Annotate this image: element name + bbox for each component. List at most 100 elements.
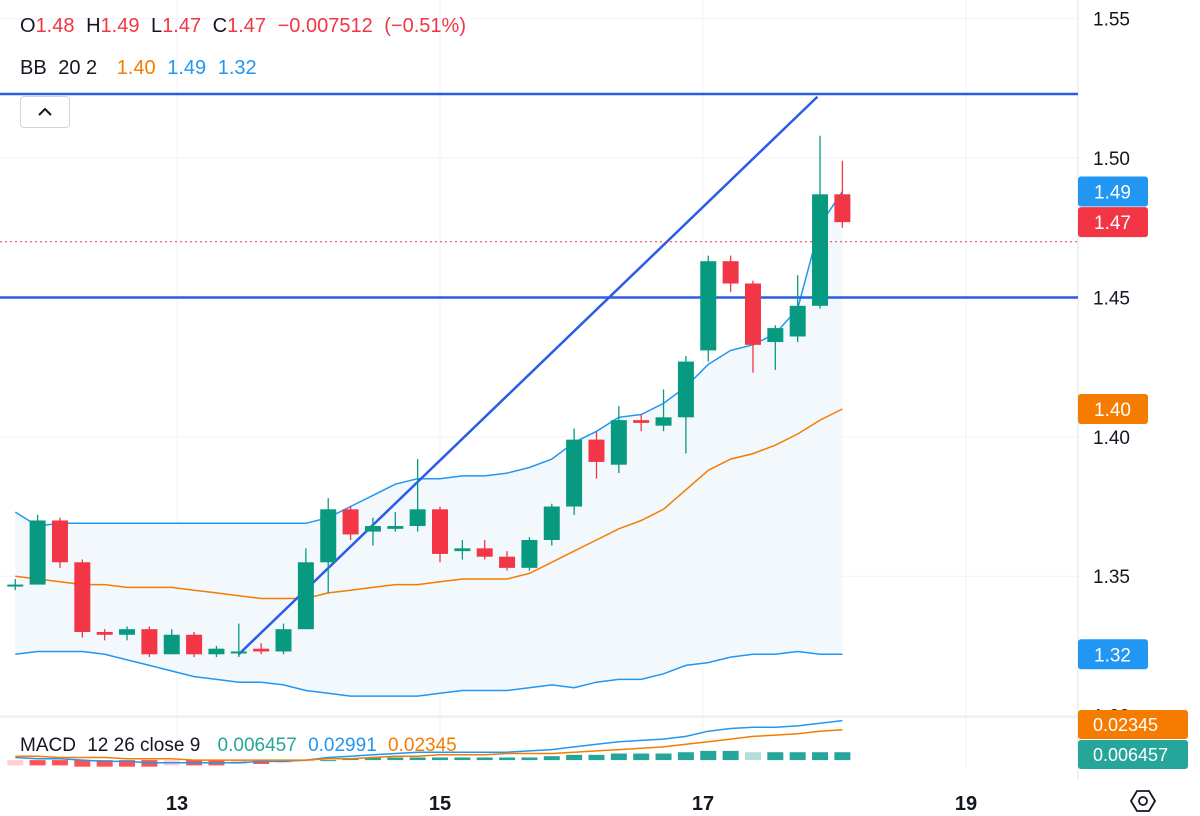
candle-body [297,562,314,630]
change-value: −0.007512 [277,15,373,37]
y-tick-label: 1.50 [1093,149,1130,170]
high-label: H [86,15,101,37]
macd-label-bg [1078,710,1188,739]
macd-histogram-bar [633,753,650,761]
collapse-legend-button[interactable] [20,96,70,128]
x-tick-label: 17 [692,793,714,813]
macd-histogram-bar [812,752,829,761]
low-value: 1.47 [162,15,202,37]
candle-body [476,548,493,557]
candle-body [432,509,448,554]
candle-body [230,651,247,654]
candle-body [186,634,203,655]
x-tick-label: 19 [955,793,977,813]
candle-body [141,629,158,655]
macd-histogram-bar [29,760,46,766]
bollinger-legend[interactable]: BB 20 2 1.40 1.49 1.32 [20,57,263,80]
macd-hist-value: 0.006457 [217,735,297,756]
candle-body [789,305,806,337]
bb-upper-line [14,191,844,527]
macd-histogram-bar [677,752,694,761]
bb-lower-line [15,650,843,697]
candle-body [253,648,270,652]
price-label: 1.49 [1094,183,1131,204]
macd-histogram-bar [610,753,627,761]
macd-histogram-bar [387,757,404,761]
chevron-up-icon [38,107,52,116]
macd-histogram-bar [51,760,68,766]
chart-settings-button[interactable] [1128,786,1158,816]
candle-body [700,261,717,351]
time-axis[interactable]: 13 15 17 19 [166,793,977,813]
candle-body [320,509,337,563]
change-percent: (−0.51%) [384,15,466,37]
candle-body [208,648,225,655]
x-tick-label: 13 [166,793,188,813]
bb-lower-value: 1.32 [217,57,257,79]
candle-body [163,634,180,655]
macd-histogram-bar [96,760,113,767]
macd-histogram-bar [655,753,672,761]
bollinger-fill [15,191,843,697]
macd-histogram-bar [320,760,337,762]
macd-histogram-bar [74,760,91,767]
price-axis[interactable]: 1.551.501.451.401.351.291.491.471.401.32… [1078,10,1188,769]
candle-body [74,562,91,632]
close-label: C [212,15,228,37]
candle-body [499,556,516,568]
macd-histogram-bar [700,750,717,761]
bollinger-lines [14,191,844,697]
x-tick-label: 15 [429,793,451,813]
low-label: L [151,15,163,37]
bb-upper-value: 1.49 [167,57,207,79]
candle-body [342,509,359,535]
macd-line [15,719,843,764]
open-value: 1.48 [35,15,75,37]
macd-histogram-bar [476,757,493,761]
price-label-bg [1078,207,1148,238]
candle-body [655,417,672,426]
candle-body [722,261,739,284]
macd-label: 0.02345 [1093,715,1158,735]
candle-body [7,584,24,587]
macd-histogram-bar [834,752,851,761]
candle-body [677,361,694,418]
macd-histogram-bar [7,760,24,766]
macd-histogram-bar [767,752,784,761]
y-tick-label: 1.40 [1093,428,1130,449]
candle-body [409,509,426,527]
y-tick-label: 1.55 [1093,10,1130,31]
bb-basis-line [15,408,843,600]
macd-histogram-bar [521,757,538,761]
macd-histogram-bar [119,760,136,767]
candle-body [744,283,761,345]
candles [7,135,851,658]
candle-body [834,194,851,223]
ohlc-legend: O1.48 H1.49 L1.47 C1.47 −0.007512 (−0.51… [20,15,472,38]
candle-body [767,328,784,343]
macd-histogram-bar [364,757,381,761]
macd-signal-line [15,729,843,761]
price-label: 1.32 [1094,645,1131,666]
candle-body [364,526,381,532]
candle-body [387,526,404,529]
price-label-bg [1078,176,1148,207]
candle-body [633,420,650,423]
macd-label-bg [1078,740,1188,769]
macd-pane [7,719,851,767]
candle-body [275,629,292,652]
price-label-bg [1078,639,1148,670]
close-value: 1.47 [227,15,267,37]
macd-histogram-bar [409,757,426,761]
candle-body [588,439,605,462]
bb-basis-value: 1.40 [116,57,156,79]
macd-legend[interactable]: MACD 12 26 close 9 0.006457 0.02991 0.02… [20,735,463,757]
y-tick-label: 1.35 [1093,567,1130,588]
macd-signal-value: 0.02345 [388,735,457,756]
candle-body [29,520,46,585]
bb-params: 20 2 [58,57,98,79]
candle-body [521,539,538,568]
macd-histogram-bar [744,752,761,761]
price-label-bg [1078,393,1148,424]
